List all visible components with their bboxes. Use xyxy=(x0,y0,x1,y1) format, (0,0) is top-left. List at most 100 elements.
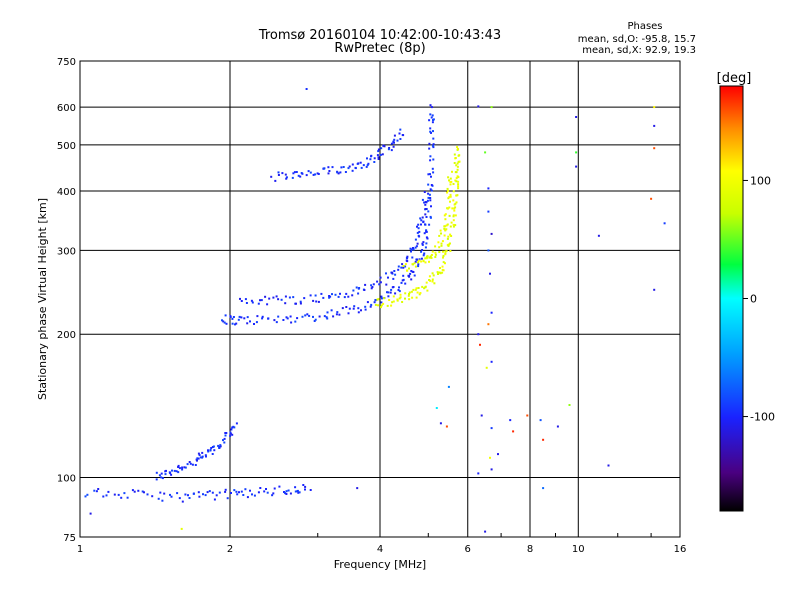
o-mode-point xyxy=(393,138,396,141)
x-mode-point xyxy=(410,290,413,293)
o-mode-point xyxy=(430,175,432,178)
o-mode-point xyxy=(425,230,428,233)
x-mode-point xyxy=(456,168,459,171)
x-mode-point xyxy=(449,225,452,228)
scatter-point xyxy=(484,151,487,154)
x-mode-point xyxy=(456,146,459,149)
x-mode-point xyxy=(434,253,437,256)
o-mode-point xyxy=(390,149,393,152)
o-mode-point xyxy=(295,171,298,173)
o-mode-point xyxy=(318,315,321,318)
o-mode-point xyxy=(429,113,432,116)
o-mode-point xyxy=(351,169,354,172)
o-mode-point xyxy=(367,162,370,165)
colorbar-unit: [deg] xyxy=(717,71,752,86)
o-mode-point xyxy=(387,295,390,298)
o-mode-point xyxy=(364,283,367,286)
o-mode-point xyxy=(428,193,431,196)
x-mode-point xyxy=(444,250,447,253)
o-mode-point xyxy=(370,287,373,290)
o-mode-point xyxy=(374,299,377,302)
o-mode-point xyxy=(159,491,162,494)
o-mode-point xyxy=(397,268,400,271)
o-mode-point xyxy=(377,158,380,160)
x-mode-point xyxy=(458,154,461,157)
o-mode-point xyxy=(304,314,307,317)
o-mode-point xyxy=(316,172,319,175)
o-mode-point xyxy=(369,158,372,161)
o-mode-point xyxy=(348,165,351,168)
x-mode-point xyxy=(439,267,441,269)
o-mode-point xyxy=(240,300,243,302)
chart-title: Tromsø 20160104 10:42:00-10:43:43 xyxy=(258,28,501,43)
o-mode-point xyxy=(259,487,262,489)
o-mode-point xyxy=(425,229,428,232)
x-mode-point xyxy=(452,223,455,226)
x-mode-point xyxy=(406,269,409,272)
o-mode-point xyxy=(289,315,292,318)
o-mode-point xyxy=(389,291,392,294)
o-mode-point xyxy=(421,243,424,246)
x-mode-point xyxy=(438,246,441,249)
o-mode-point xyxy=(401,279,404,282)
o-mode-point xyxy=(266,491,269,494)
x-mode-point xyxy=(433,282,436,285)
o-mode-point xyxy=(417,265,420,268)
phase-stats-o: mean, sd,O: -95.8, 15.7 xyxy=(578,34,696,45)
o-mode-point xyxy=(126,496,129,499)
o-mode-point xyxy=(199,456,202,459)
o-mode-point xyxy=(177,471,180,474)
x-mode-point xyxy=(457,180,460,183)
x-mode-point xyxy=(447,176,450,179)
x-mode-point xyxy=(408,293,410,295)
o-mode-point xyxy=(215,494,218,497)
o-mode-point xyxy=(271,494,274,497)
x-mode-point xyxy=(404,292,407,295)
o-mode-point xyxy=(432,158,435,161)
scatter-point xyxy=(477,105,480,108)
o-mode-point xyxy=(223,321,226,324)
o-mode-point xyxy=(385,283,388,286)
o-mode-point xyxy=(317,300,320,303)
o-mode-point xyxy=(429,199,432,202)
o-mode-point xyxy=(246,496,249,499)
o-mode-point xyxy=(181,500,184,503)
x-mode-point xyxy=(424,285,427,288)
o-mode-point xyxy=(377,148,380,151)
y-tick-label: 600 xyxy=(57,103,76,114)
o-mode-point xyxy=(285,493,288,495)
scatter-point xyxy=(490,427,493,430)
o-mode-point xyxy=(285,177,288,180)
o-mode-point xyxy=(278,485,281,488)
o-mode-point xyxy=(231,433,234,436)
o-mode-point xyxy=(238,491,240,494)
o-mode-point xyxy=(151,495,154,498)
scatter-point xyxy=(477,333,480,336)
o-mode-point xyxy=(272,296,275,299)
x-mode-point xyxy=(434,245,437,248)
x-mode-point xyxy=(434,256,437,258)
o-mode-point xyxy=(402,134,405,137)
o-mode-point xyxy=(207,450,210,453)
o-mode-point xyxy=(198,454,201,457)
scatter-point xyxy=(487,249,490,252)
o-mode-point xyxy=(428,147,431,150)
colorbar-tick-label: -100 xyxy=(750,411,775,424)
o-mode-point xyxy=(246,322,249,325)
o-mode-point xyxy=(181,468,184,471)
o-mode-point xyxy=(336,311,339,314)
o-mode-point xyxy=(197,457,200,460)
x-mode-point xyxy=(383,297,386,300)
o-mode-point xyxy=(381,153,384,156)
o-mode-point xyxy=(417,223,420,226)
o-mode-point xyxy=(309,489,312,491)
o-mode-point xyxy=(204,454,207,457)
o-mode-point xyxy=(257,491,260,494)
o-mode-point xyxy=(427,196,430,199)
o-mode-point xyxy=(298,491,301,494)
o-mode-point xyxy=(86,493,89,496)
o-mode-point xyxy=(317,173,320,175)
scatter-point xyxy=(490,106,493,109)
o-mode-point xyxy=(191,463,194,466)
x-mode-point xyxy=(447,197,450,200)
